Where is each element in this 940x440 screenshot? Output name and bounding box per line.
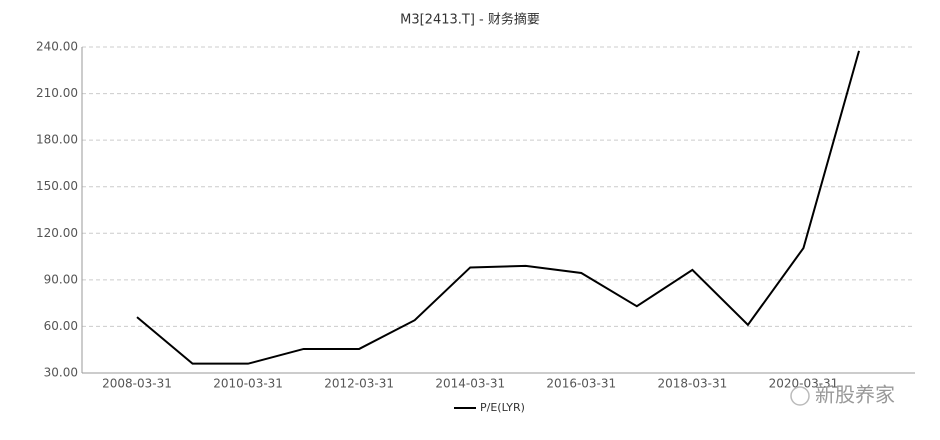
y-tick-label: 240.00 — [36, 40, 78, 54]
y-tick-label: 30.00 — [44, 366, 78, 380]
x-tick-label: 2020-03-31 — [769, 377, 839, 391]
x-tick-label: 2012-03-31 — [324, 377, 394, 391]
y-tick-label: 210.00 — [36, 86, 78, 100]
y-tick-label: 180.00 — [36, 133, 78, 147]
watermark: 新股养家 — [790, 383, 895, 407]
line-series — [136, 50, 860, 365]
watermark-icon — [790, 386, 810, 406]
x-tick-label: 2014-03-31 — [435, 377, 505, 391]
x-tick-label: 2010-03-31 — [213, 377, 283, 391]
y-tick-label: 90.00 — [44, 272, 78, 286]
x-tick-label: 2016-03-31 — [546, 377, 616, 391]
y-tick-label: 60.00 — [44, 319, 78, 333]
y-tick-label: 150.00 — [36, 179, 78, 193]
x-tick-label: 2008-03-31 — [102, 377, 172, 391]
chart-title: M3[2413.T] - 财务摘要 — [400, 12, 540, 28]
x-tick-label: 2018-03-31 — [658, 377, 728, 391]
y-tick-label: 120.00 — [36, 226, 78, 240]
watermark-text: 新股养家 — [815, 383, 895, 407]
legend-item: P/E(LYR) — [454, 401, 525, 414]
legend-label: P/E(LYR) — [480, 401, 525, 414]
